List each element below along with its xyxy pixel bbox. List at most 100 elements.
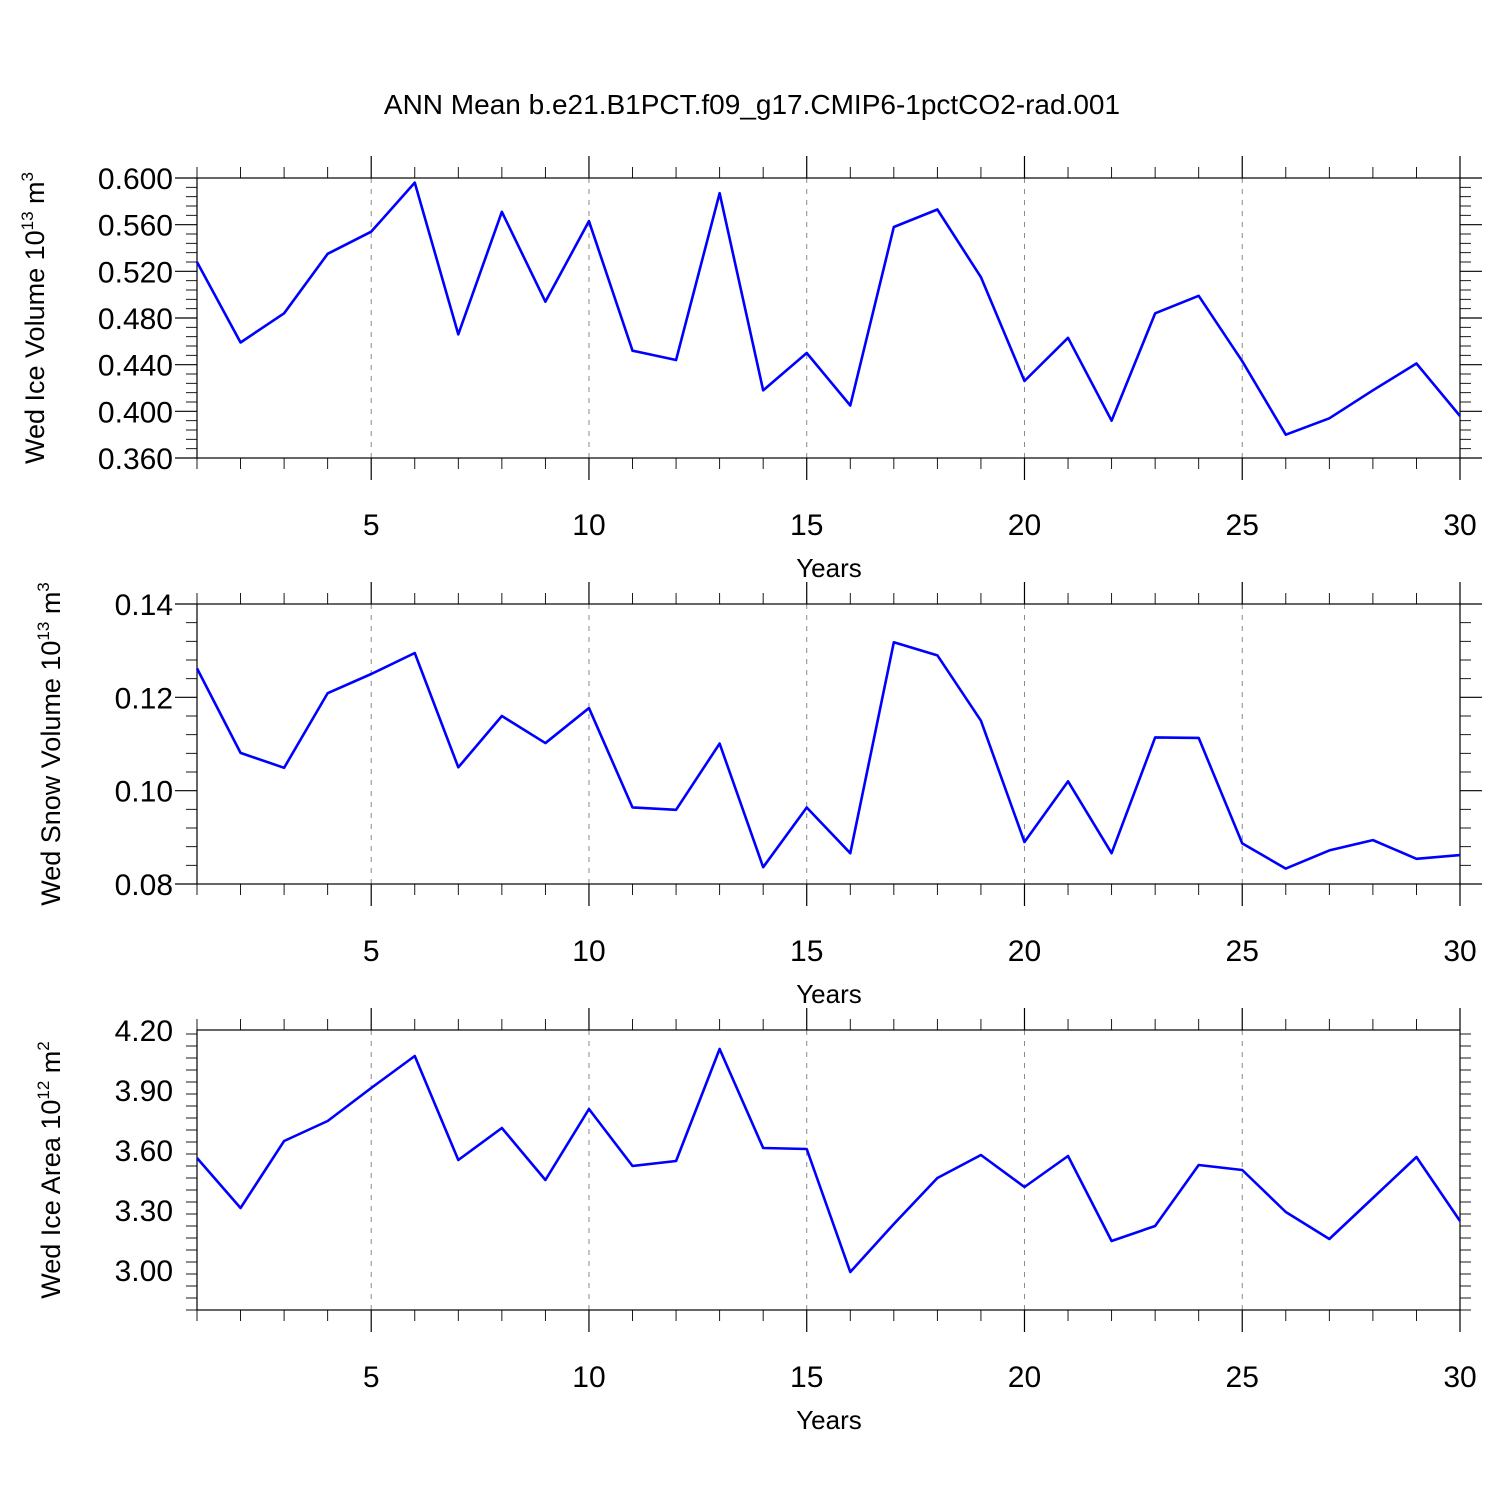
ytick-label: 0.14 (115, 589, 173, 622)
data-point (630, 805, 634, 809)
data-point (1240, 841, 1244, 845)
data-point (1240, 359, 1244, 363)
x-axis-label: Years (796, 979, 862, 1009)
data-point (805, 805, 809, 809)
xtick-label: 5 (363, 1361, 380, 1394)
data-point (587, 1107, 591, 1111)
ytick-label: 3.30 (115, 1195, 173, 1228)
data-point (1109, 851, 1113, 855)
ytick-label: 0.12 (115, 682, 173, 715)
data-point (630, 1164, 634, 1168)
data-point (282, 311, 286, 315)
panel-ice-volume: 0.360 0.400 0.440 0.480 0.520 0.560 0.600 5 10 15… (18, 156, 1482, 583)
ytick-label: 0.440 (98, 350, 173, 383)
data-point (1066, 336, 1070, 340)
data-point (369, 672, 373, 676)
ytick-label: 0.10 (115, 776, 173, 809)
data-point (543, 299, 547, 303)
data-point (1196, 294, 1200, 298)
xtick-label: 25 (1226, 935, 1259, 968)
y-axis-label: Wed Snow Volume 1013 m3 (34, 582, 66, 906)
data-point (413, 1054, 417, 1058)
ytick-label: 0.360 (98, 443, 173, 476)
data-point (500, 714, 504, 718)
data-point (761, 388, 765, 392)
data-point (1196, 1163, 1200, 1167)
data-point (1022, 379, 1026, 383)
panel-ice-area: 3.00 3.30 3.60 3.90 4.20 5 10 15 20 25 30 Years Wed … (34, 1008, 1477, 1435)
xtick-label: 5 (363, 935, 380, 968)
ytick-label: 3.90 (115, 1075, 173, 1108)
data-point (587, 706, 591, 710)
data-point (674, 808, 678, 812)
data-point (979, 1153, 983, 1157)
data-point (1371, 1196, 1375, 1200)
data-point (805, 351, 809, 355)
xtick-label: 5 (363, 509, 380, 542)
xtick-label: 20 (1008, 935, 1041, 968)
y-axis-label: Wed Ice Volume 1013 m3 (18, 172, 50, 464)
ytick-label: 0.08 (115, 869, 173, 902)
x-axis-label: Years (796, 553, 862, 583)
ytick-label: 0.520 (98, 256, 173, 289)
data-point (717, 1047, 721, 1051)
data-point (1284, 1210, 1288, 1214)
data-point (238, 751, 242, 755)
data-point (1458, 853, 1462, 857)
data-point (1458, 1219, 1462, 1223)
xtick-label: 25 (1226, 1361, 1259, 1394)
data-point (282, 1139, 286, 1143)
data-point (587, 219, 591, 223)
xtick-label: 15 (790, 509, 823, 542)
data-point (195, 1156, 199, 1160)
xtick-label: 30 (1443, 935, 1476, 968)
data-point (761, 865, 765, 869)
panel-snow-volume: 0.08 0.10 0.12 0.14 5 10 15 20 25 30 Years Wed Snow… (34, 582, 1482, 1009)
data-point (935, 1176, 939, 1180)
data-point (717, 191, 721, 195)
data-point (1371, 838, 1375, 842)
xtick-label: 10 (572, 1361, 605, 1394)
series-line-ice-area (196, 1047, 1462, 1274)
data-point (369, 1086, 373, 1090)
data-point (805, 1147, 809, 1151)
plot-frame (196, 1029, 1461, 1311)
ytick-label: 0.480 (98, 303, 173, 336)
data-point (1327, 416, 1331, 420)
data-point (1153, 1224, 1157, 1228)
data-point (543, 741, 547, 745)
plot-frame (196, 177, 1461, 459)
data-point (1022, 1185, 1026, 1189)
data-point (848, 403, 852, 407)
data-point (500, 1126, 504, 1130)
data-point (848, 1270, 852, 1274)
ytick-label: 0.560 (98, 210, 173, 243)
data-point (325, 691, 329, 695)
xtick-label: 20 (1008, 509, 1041, 542)
xtick-label: 15 (790, 935, 823, 968)
data-point (1414, 1155, 1418, 1159)
data-point (1414, 361, 1418, 365)
data-point (1066, 1154, 1070, 1158)
data-point (195, 260, 199, 264)
ytick-label: 4.20 (115, 1015, 173, 1048)
data-point (1109, 418, 1113, 422)
data-point (892, 640, 896, 644)
data-point (979, 718, 983, 722)
data-point (935, 207, 939, 211)
xtick-label: 30 (1443, 509, 1476, 542)
data-point (413, 651, 417, 655)
xtick-label: 20 (1008, 1361, 1041, 1394)
data-point (761, 1146, 765, 1150)
data-point (1196, 736, 1200, 740)
data-point (674, 1159, 678, 1163)
data-point (979, 275, 983, 279)
data-point (456, 765, 460, 769)
xtick-label: 15 (790, 1361, 823, 1394)
data-point (1414, 857, 1418, 861)
data-point (892, 1222, 896, 1226)
data-point (1066, 779, 1070, 783)
plot-frame (196, 603, 1461, 885)
data-point (1458, 414, 1462, 418)
